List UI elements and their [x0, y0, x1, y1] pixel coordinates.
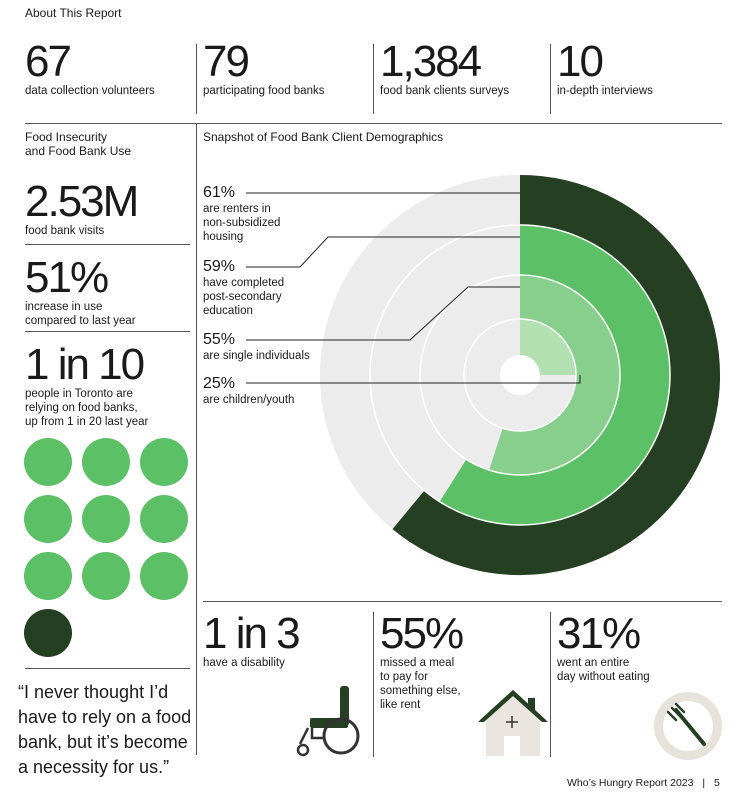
- client-quote: “I never thought I’d have to rely on a f…: [18, 682, 192, 777]
- demo-item-children: 25% are children/youth: [203, 375, 294, 407]
- stat-value: 51%: [25, 253, 109, 302]
- leader-line: [246, 375, 581, 384]
- demographics-radial-chart: [246, 175, 720, 575]
- stat-no-eating: 31% went an entire day without eating: [557, 612, 650, 684]
- stat-label: data collection volunteers: [25, 85, 155, 97]
- divider: [25, 331, 190, 332]
- demo-label: are renters in non-subsidized housing: [203, 203, 281, 243]
- section-rule: [25, 123, 722, 124]
- stat-surveys: 1,384 food bank clients surveys: [380, 40, 509, 98]
- person-dot: [82, 495, 130, 543]
- demo-item-single: 55% are single individuals: [203, 331, 310, 363]
- arc-renters: [392, 175, 720, 575]
- column-divider: [196, 123, 197, 755]
- stat-label: participating food banks: [203, 85, 325, 97]
- demo-value: 59%: [203, 258, 236, 275]
- arc-children-youth: [518, 319, 576, 377]
- stat-label: food bank visits: [25, 225, 105, 237]
- stat-disability: 1 in 3 have a disability: [203, 609, 301, 670]
- stat-interviews: 10 in-depth interviews: [557, 40, 653, 98]
- section-rule: [203, 601, 722, 602]
- divider: [196, 44, 197, 114]
- stat-value: 31%: [557, 609, 641, 658]
- footer-page-number: 5: [714, 777, 720, 789]
- person-dot: [24, 438, 72, 486]
- ring-separator: [463, 318, 577, 432]
- snapshot-title: Snapshot of Food Bank Client Demographic…: [203, 130, 444, 144]
- stat-ratio: 1 in 10 people in Toronto are relying on…: [25, 343, 148, 429]
- stat-value: 1 in 3: [203, 609, 301, 658]
- stat-value: 79: [203, 37, 250, 86]
- stat-label: missed a meal to pay for something else,…: [380, 657, 461, 711]
- stat-visits: 2.53M food bank visits: [25, 177, 139, 238]
- footer: Who’s Hungry Report 2023 | 5: [567, 777, 720, 789]
- person-dot: [24, 495, 72, 543]
- stat-label: went an entire day without eating: [557, 657, 650, 683]
- wheelchair-icon: [296, 686, 360, 757]
- demo-label: are single individuals: [203, 350, 310, 362]
- stat-label: have a disability: [203, 657, 285, 669]
- plate-fork-icon: [654, 692, 722, 760]
- demo-label: are children/youth: [203, 394, 295, 406]
- demo-value: 61%: [203, 184, 236, 201]
- person-dot: [140, 495, 188, 543]
- stat-label: food bank clients surveys: [380, 85, 510, 97]
- stat-value: 1 in 10: [25, 340, 145, 389]
- stat-volunteers: 67 data collection volunteers: [25, 40, 155, 98]
- stat-label: in-depth interviews: [557, 85, 653, 97]
- page-header-title: About This Report: [25, 6, 122, 20]
- stat-value: 67: [25, 37, 72, 86]
- divider: [550, 612, 551, 757]
- leader-line: [246, 286, 520, 341]
- arc-single-individuals: [489, 275, 620, 475]
- ring-separator: [419, 274, 621, 476]
- person-dot: [140, 552, 188, 600]
- left-section-title: Food Insecurity and Food Bank Use: [25, 130, 132, 158]
- stat-label: people in Toronto are relying on food ba…: [25, 388, 149, 428]
- footer-separator: |: [702, 777, 706, 789]
- leader-line: [246, 236, 520, 268]
- person-dot: [82, 438, 130, 486]
- person-dot: [24, 552, 72, 600]
- person-dot: [140, 438, 188, 486]
- arc-post-secondary: [439, 225, 670, 525]
- stat-label: increase in use compared to last year: [25, 301, 136, 327]
- divider: [25, 244, 190, 245]
- person-dot-highlighted: [24, 609, 72, 657]
- house-icon: [478, 690, 548, 756]
- divider: [550, 44, 551, 114]
- stat-missed-meal: 55% missed a meal to pay for something e…: [380, 609, 464, 712]
- person-dot: [82, 552, 130, 600]
- stat-increase: 51% increase in use compared to last yea…: [25, 256, 136, 328]
- demo-value: 55%: [203, 331, 236, 348]
- demo-item-education: 59% have completed post-secondary educat…: [203, 258, 284, 318]
- stat-value: 2.53M: [25, 177, 139, 226]
- stat-value: 10: [557, 37, 604, 86]
- footer-report-name: Who’s Hungry Report 2023: [567, 777, 694, 789]
- demo-label: have completed post-secondary education: [203, 277, 285, 317]
- stat-value: 1,384: [380, 37, 482, 86]
- divider: [373, 44, 374, 114]
- ring-separator: [369, 224, 671, 526]
- demo-value: 25%: [203, 375, 236, 392]
- stat-food-banks: 79 participating food banks: [203, 40, 324, 98]
- divider: [25, 668, 190, 669]
- divider: [373, 612, 374, 757]
- stat-value: 55%: [380, 609, 464, 658]
- demo-item-renters: 61% are renters in non-subsidized housin…: [203, 184, 280, 244]
